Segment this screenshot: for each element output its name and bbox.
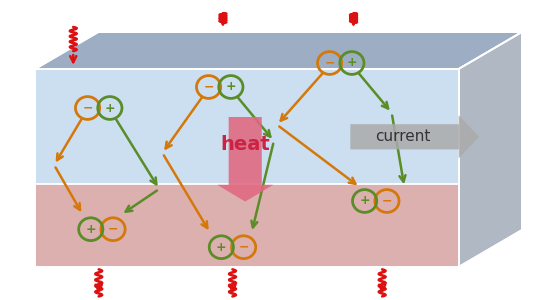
Polygon shape [35,184,458,267]
Text: −: − [324,56,335,70]
Text: −: − [381,194,392,208]
Text: current: current [375,129,431,144]
Text: +: + [216,241,227,254]
Text: +: + [226,80,236,94]
Polygon shape [35,69,458,184]
Polygon shape [35,32,522,69]
Text: −: − [108,223,118,236]
Text: +: + [360,194,370,208]
Text: +: + [104,101,115,115]
Text: −: − [82,101,93,115]
Text: +: + [86,223,96,236]
FancyArrow shape [217,117,273,202]
Text: +: + [347,56,357,70]
Polygon shape [458,32,522,267]
Text: heat: heat [220,135,270,154]
FancyArrow shape [350,115,479,158]
Text: −: − [203,80,214,94]
Text: −: − [239,241,249,254]
